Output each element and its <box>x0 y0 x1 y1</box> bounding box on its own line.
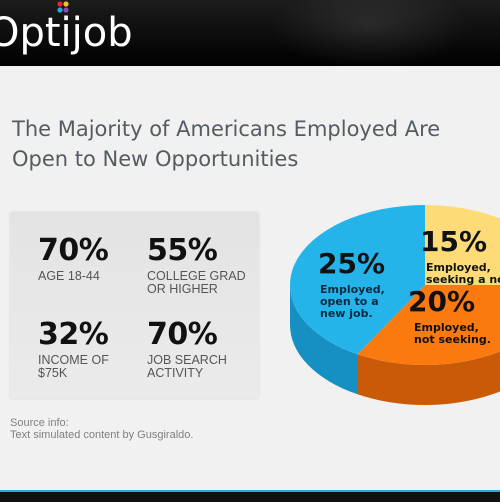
stat-label: JOB SEARCH ACTIVITY <box>147 354 227 380</box>
page-title: The Majority of Americans Employed Are O… <box>12 114 482 174</box>
logo-dot-yellow <box>63 1 68 6</box>
header-glow <box>270 0 470 66</box>
source-text: Text simulated content by Gusgiraldo. <box>10 429 193 441</box>
page-title-line-1: The Majority of Americans Employed Are <box>12 114 482 144</box>
stat-education: 55% COLLEGE GRAD OR HIGHER <box>147 234 246 296</box>
header-bar: Optijob <box>0 0 500 66</box>
stat-label: AGE 18-44 <box>38 270 108 283</box>
brand-logo[interactable]: Optijob <box>0 10 133 56</box>
stat-value: 70% <box>38 234 108 268</box>
stat-job-search: 70% JOB SEARCH ACTIVITY <box>147 318 227 380</box>
stat-income: 32% INCOME OF $75K <box>38 318 109 380</box>
pie-desc-label-2: not seeking. <box>414 333 491 346</box>
logo-dot-red <box>57 1 62 6</box>
stat-value: 55% <box>147 234 246 268</box>
page-title-line-2: Open to New Opportunities <box>12 144 482 174</box>
source-info: Source info: Text simulated content by G… <box>10 417 193 441</box>
pie-desc-label-0: new job. <box>320 307 373 320</box>
pie-value-label-0: 25% <box>318 247 385 280</box>
stat-value: 70% <box>147 318 227 352</box>
footer-bar <box>0 490 500 502</box>
stats-panel: 70% AGE 18-44 55% COLLEGE GRAD OR HIGHER… <box>10 212 259 399</box>
stat-label: COLLEGE GRAD OR HIGHER <box>147 270 246 296</box>
pie-value-label-2: 20% <box>408 285 475 318</box>
stat-value: 32% <box>38 318 109 352</box>
stat-age: 70% AGE 18-44 <box>38 234 108 283</box>
pie-value-label-1: 15% <box>420 225 487 258</box>
source-heading: Source info: <box>10 417 193 429</box>
stat-label: INCOME OF $75K <box>38 354 109 380</box>
